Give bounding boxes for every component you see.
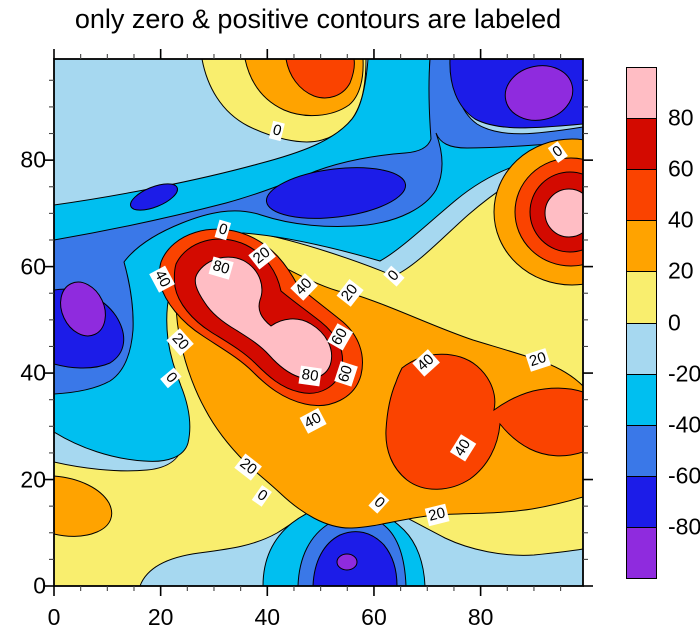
- region-blue-band: [54, 59, 583, 395]
- contour-value-label: 80: [298, 365, 322, 387]
- colorbar-segment: [626, 169, 657, 222]
- y-tick-label: 60: [20, 253, 46, 280]
- colorbar-segment: [626, 424, 657, 478]
- region-purple-bottom-dot: [336, 553, 358, 571]
- region-vermilion-top-core: [285, 59, 355, 99]
- colorbar-label: -40: [668, 411, 700, 438]
- colorbar-segment: [626, 118, 657, 171]
- colorbar-segment: [626, 322, 657, 375]
- colorbar-label: -60: [668, 462, 700, 489]
- colorbar-label: -80: [668, 513, 700, 540]
- region-purple-left: [60, 281, 106, 337]
- region-cyan-main: [54, 59, 583, 462]
- plot-title: only zero & positive contours are labele…: [74, 4, 562, 34]
- region-dark-blue-lens: [130, 183, 178, 211]
- colorbar-segment: [626, 271, 657, 324]
- colorbar-segment: [626, 526, 657, 580]
- contour-fill-regions: [54, 59, 583, 586]
- colorbar-label: 20: [668, 257, 694, 284]
- colorbar-label: 80: [668, 104, 694, 131]
- x-tick-label: 80: [467, 604, 494, 630]
- axis-ticks: [44, 49, 593, 596]
- region-orange-left-edge-blob: [54, 475, 113, 537]
- region-purple-top-right: [504, 65, 574, 121]
- y-tick-label: 20: [20, 466, 46, 493]
- y-tick-label: 40: [20, 359, 46, 386]
- x-tick-label: 40: [254, 604, 281, 630]
- y-tick-label: 0: [33, 572, 46, 599]
- colorbar-label: 40: [668, 206, 694, 233]
- colorbar-segment: [626, 67, 657, 120]
- region-vermilion-southeast-blob: [385, 353, 583, 490]
- colorbar-label: -20: [668, 360, 700, 387]
- x-tick-label: 60: [361, 604, 387, 630]
- region-pink-right-core: [544, 188, 583, 238]
- colorbar-label: 0: [668, 309, 681, 335]
- x-tick-label: 0: [47, 604, 61, 630]
- colorbar-label: 60: [668, 155, 694, 182]
- colorbar-segment: [626, 475, 657, 529]
- region-pink-ridge-core: [194, 256, 333, 380]
- colorbar-segment: [626, 220, 657, 273]
- region-dark-blue-center-ellipse: [265, 167, 407, 219]
- plot-frame: [53, 58, 584, 587]
- colorbar-segment: [626, 373, 657, 427]
- y-tick-label: 80: [20, 146, 46, 173]
- x-tick-label: 20: [147, 604, 174, 630]
